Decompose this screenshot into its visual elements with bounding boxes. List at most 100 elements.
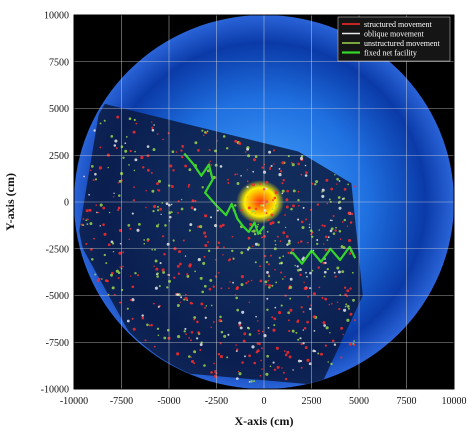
oblique-movement-point <box>338 180 341 182</box>
structured-movement-point <box>197 331 200 334</box>
structured-movement-point <box>212 321 215 323</box>
oblique-movement-point <box>278 173 282 177</box>
structured-movement-point <box>89 169 92 172</box>
oblique-movement-point <box>297 359 301 363</box>
unstructured-movement-point <box>199 276 203 280</box>
unstructured-movement-point <box>99 203 103 207</box>
structured-movement-point <box>349 287 352 290</box>
structured-movement-point <box>203 255 206 258</box>
structured-movement-point <box>203 231 207 235</box>
unstructured-movement-point <box>133 118 136 122</box>
unstructured-movement-point <box>308 223 311 226</box>
unstructured-movement-point <box>290 207 293 211</box>
oblique-movement-point <box>316 239 319 241</box>
structured-movement-point <box>285 198 289 202</box>
structured-movement-point <box>238 324 241 327</box>
structured-movement-point <box>265 180 269 184</box>
structured-movement-point <box>241 361 244 364</box>
unstructured-movement-point <box>152 148 156 152</box>
oblique-movement-point <box>151 128 155 132</box>
unstructured-movement-point <box>232 257 235 260</box>
unstructured-movement-point <box>316 242 319 246</box>
structured-movement-point <box>217 353 221 356</box>
structured-movement-point <box>219 355 223 359</box>
oblique-movement-point <box>267 326 270 329</box>
structured-movement-point <box>269 166 272 169</box>
oblique-movement-point <box>240 175 242 177</box>
structured-movement-point <box>283 350 286 352</box>
structured-movement-point <box>196 320 199 324</box>
unstructured-movement-point <box>278 256 281 259</box>
structured-movement-point <box>161 268 165 272</box>
structured-movement-point <box>229 281 231 283</box>
structured-movement-point <box>199 348 202 352</box>
unstructured-movement-point <box>301 225 305 230</box>
oblique-movement-point <box>266 297 269 300</box>
unstructured-movement-point <box>335 226 337 229</box>
unstructured-movement-point <box>318 229 321 231</box>
structured-movement-point <box>353 343 356 346</box>
oblique-movement-point <box>96 211 98 214</box>
unstructured-movement-point <box>271 208 274 210</box>
unstructured-movement-point <box>337 196 341 199</box>
structured-movement-point <box>122 251 125 254</box>
unstructured-movement-point <box>219 315 222 319</box>
unstructured-movement-point <box>203 284 207 288</box>
structured-movement-point <box>281 367 283 369</box>
structured-movement-point <box>153 345 156 348</box>
structured-movement-point <box>264 283 267 286</box>
oblique-movement-point <box>153 124 155 126</box>
oblique-movement-point <box>323 324 326 327</box>
oblique-movement-point <box>321 194 325 198</box>
structured-movement-point <box>340 326 344 330</box>
legend-label: oblique movement <box>364 29 425 38</box>
unstructured-movement-point <box>134 150 136 153</box>
unstructured-movement-point <box>352 298 355 302</box>
structured-movement-point <box>118 228 122 233</box>
structured-movement-point <box>203 134 205 137</box>
structured-movement-point <box>234 173 237 176</box>
structured-movement-point <box>216 246 219 249</box>
fixed-net-facility-line <box>291 245 357 265</box>
structured-movement-point <box>85 209 89 213</box>
unstructured-movement-point <box>133 169 136 172</box>
structured-movement-point <box>188 263 192 267</box>
structured-movement-point <box>98 277 101 281</box>
structured-movement-point <box>257 320 259 322</box>
unstructured-movement-point <box>194 270 196 273</box>
structured-movement-point <box>281 182 284 185</box>
y-tick-label: 7500 <box>49 57 69 68</box>
structured-movement-point <box>285 205 289 209</box>
structured-movement-point <box>217 241 221 245</box>
unstructured-movement-point <box>289 285 293 289</box>
unstructured-movement-point <box>209 278 213 282</box>
structured-movement-point <box>150 171 153 174</box>
structured-movement-point <box>354 319 356 322</box>
structured-movement-point <box>222 254 224 256</box>
oblique-movement-point <box>131 298 135 302</box>
unstructured-movement-point <box>111 242 115 245</box>
unstructured-movement-point <box>346 305 350 308</box>
unstructured-movement-point <box>157 179 162 183</box>
structured-movement-point <box>270 213 274 217</box>
unstructured-movement-point <box>128 117 132 121</box>
structured-movement-point <box>153 204 157 209</box>
oblique-movement-point <box>278 168 281 170</box>
unstructured-movement-point <box>235 296 238 300</box>
structured-movement-point <box>339 238 342 241</box>
structured-movement-point <box>151 126 154 130</box>
structured-movement-point <box>179 301 182 304</box>
unstructured-movement-point <box>122 156 125 160</box>
unstructured-movement-point <box>240 251 244 255</box>
unstructured-movement-point <box>348 307 350 310</box>
unstructured-movement-point <box>163 336 167 340</box>
oblique-movement-point <box>309 307 312 311</box>
structured-movement-point <box>182 239 185 242</box>
structured-movement-point <box>227 178 229 181</box>
unstructured-movement-point <box>247 154 251 158</box>
structured-movement-point <box>282 179 285 182</box>
structured-movement-point <box>244 151 247 153</box>
structured-movement-point <box>129 149 132 153</box>
y-tick-label: -5000 <box>46 291 69 302</box>
